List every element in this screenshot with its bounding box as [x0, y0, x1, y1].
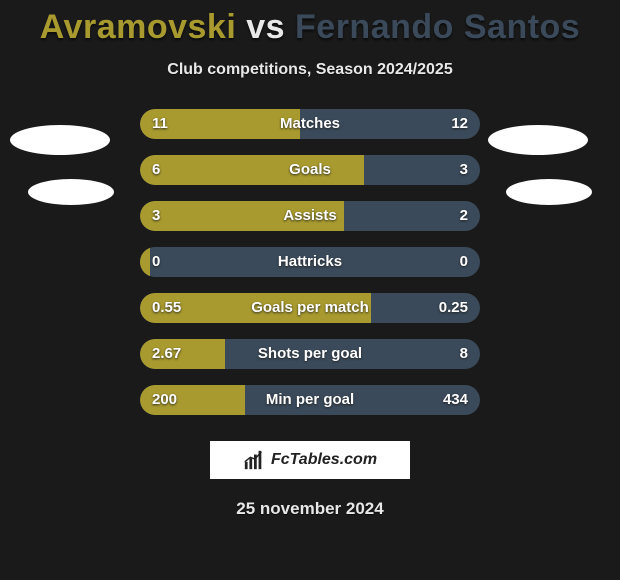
stat-label: Min per goal [140, 385, 480, 415]
stat-value-right: 3 [460, 155, 468, 185]
stat-bar: 0.55Goals per match0.25 [140, 293, 480, 323]
subtitle: Club competitions, Season 2024/2025 [0, 61, 620, 79]
vs-text: vs [246, 8, 285, 46]
chart-stage: 11Matches126Goals33Assists20Hattricks00.… [0, 109, 620, 429]
stat-bar: 11Matches12 [140, 109, 480, 139]
team-oval [28, 179, 114, 205]
stat-bar: 2.67Shots per goal8 [140, 339, 480, 369]
stat-bar: 0Hattricks0 [140, 247, 480, 277]
stat-bar: 6Goals3 [140, 155, 480, 185]
team-oval [488, 125, 588, 155]
stat-value-right: 2 [460, 201, 468, 231]
stat-value-right: 12 [451, 109, 468, 139]
watermark: FcTables.com [210, 441, 410, 479]
stat-label: Goals per match [140, 293, 480, 323]
player2-name: Fernando Santos [295, 8, 580, 46]
player1-name: Avramovski [40, 8, 237, 46]
stat-value-right: 434 [443, 385, 468, 415]
date-text: 25 november 2024 [0, 499, 620, 519]
team-oval [10, 125, 110, 155]
chart-icon [243, 449, 265, 471]
stat-label: Assists [140, 201, 480, 231]
stat-label: Goals [140, 155, 480, 185]
stat-label: Hattricks [140, 247, 480, 277]
stat-value-right: 0.25 [439, 293, 468, 323]
watermark-text: FcTables.com [271, 451, 377, 469]
bars-container: 11Matches126Goals33Assists20Hattricks00.… [140, 109, 480, 431]
stat-bar: 200Min per goal434 [140, 385, 480, 415]
stat-value-right: 0 [460, 247, 468, 277]
stat-bar: 3Assists2 [140, 201, 480, 231]
stat-label: Shots per goal [140, 339, 480, 369]
stat-value-right: 8 [460, 339, 468, 369]
comparison-title: Avramovski vs Fernando Santos [0, 0, 620, 47]
stat-label: Matches [140, 109, 480, 139]
team-oval [506, 179, 592, 205]
